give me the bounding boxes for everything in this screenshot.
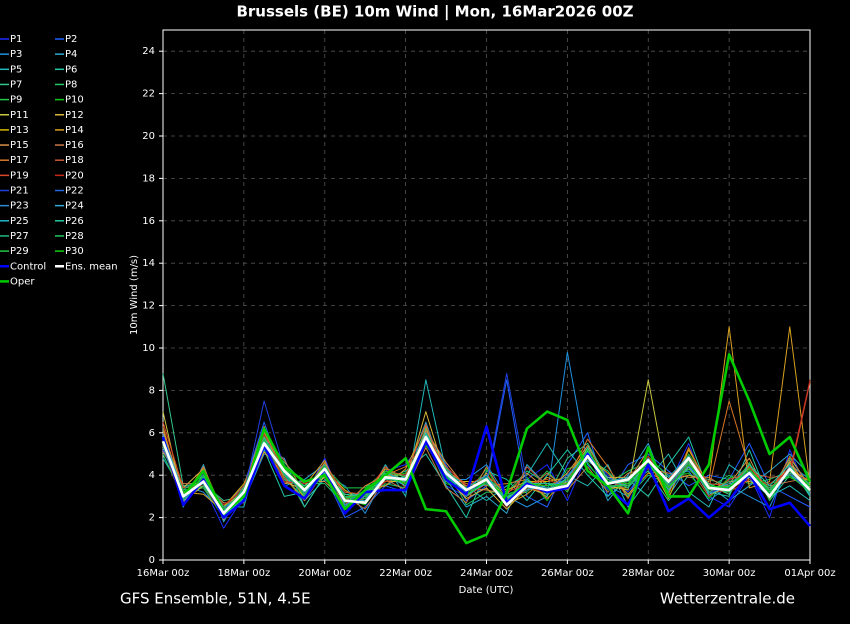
y-tick-label: 4 [149, 470, 155, 481]
y-tick-label: 10 [142, 343, 155, 354]
legend-label: P15 [10, 140, 29, 151]
x-axis-label: Date (UTC) [459, 585, 514, 596]
y-tick-label: 24 [142, 46, 155, 57]
x-tick-label: 18Mar 00z [218, 568, 271, 579]
y-tick-label: 22 [142, 89, 155, 100]
x-tick-label: 30Mar 00z [703, 568, 756, 579]
legend-label: P6 [65, 64, 77, 75]
y-tick-label: 14 [142, 258, 155, 269]
x-tick-label: 26Mar 00z [541, 568, 594, 579]
series-line [161, 353, 812, 545]
legend-label: P13 [10, 125, 29, 136]
legend-label: P7 [10, 79, 22, 90]
y-tick-label: 6 [149, 428, 155, 439]
legend-label: P22 [65, 186, 84, 197]
legend-label: P25 [10, 216, 29, 227]
footer-site: Wetterzentrale.de [660, 590, 795, 608]
legend-label: P29 [10, 246, 29, 257]
legend-label: P19 [10, 170, 29, 181]
legend-label: P23 [10, 201, 29, 212]
y-axis-label: 10m Wind (m/s) [129, 255, 140, 335]
x-tick-label: 28Mar 00z [622, 568, 675, 579]
legend-label: P5 [10, 64, 22, 75]
legend-label: P20 [65, 170, 84, 181]
legend-label: P10 [65, 95, 84, 106]
legend-label: Control [10, 261, 46, 272]
y-tick-label: 16 [142, 216, 155, 227]
y-tick-label: 18 [142, 173, 155, 184]
x-tick-label: 24Mar 00z [460, 568, 513, 579]
footer-source: GFS Ensemble, 51N, 4.5E [120, 590, 311, 608]
legend-label: P3 [10, 49, 22, 60]
legend-label: P12 [65, 110, 84, 121]
legend-label: P11 [10, 110, 29, 121]
legend-label: P26 [65, 216, 84, 227]
legend-label: P30 [65, 246, 84, 257]
series-line [161, 425, 811, 527]
series-line [161, 435, 811, 515]
y-tick-label: 20 [142, 131, 155, 142]
legend-label: P21 [10, 186, 29, 197]
legend-label: P2 [65, 34, 77, 45]
legend-label: P27 [10, 231, 29, 242]
legend-label: P8 [65, 79, 77, 90]
x-tick-label: 20Mar 00z [298, 568, 351, 579]
legend-label: P1 [10, 34, 22, 45]
legend-label: P14 [65, 125, 84, 136]
y-tick-label: 0 [149, 555, 155, 566]
legend-label: Oper [10, 276, 35, 287]
legend-label: P4 [65, 49, 77, 60]
legend-label: P24 [65, 201, 84, 212]
chart-title: Brussels (BE) 10m Wind | Mon, 16Mar2026 … [236, 3, 633, 22]
x-tick-label: 16Mar 00z [137, 568, 190, 579]
legend-label: P17 [10, 155, 29, 166]
y-tick-label: 12 [142, 301, 155, 312]
y-tick-label: 8 [149, 385, 155, 396]
x-tick-label: 01Apr 00z [784, 568, 835, 579]
legend-label: P28 [65, 231, 84, 242]
plot-frame [162, 29, 811, 561]
x-tick-label: 22Mar 00z [379, 568, 432, 579]
legend-label: P16 [65, 140, 84, 151]
legend-label: Ens. mean [65, 261, 118, 272]
legend-label: P18 [65, 155, 84, 166]
y-tick-label: 2 [149, 513, 155, 524]
legend-label: P9 [10, 95, 22, 106]
